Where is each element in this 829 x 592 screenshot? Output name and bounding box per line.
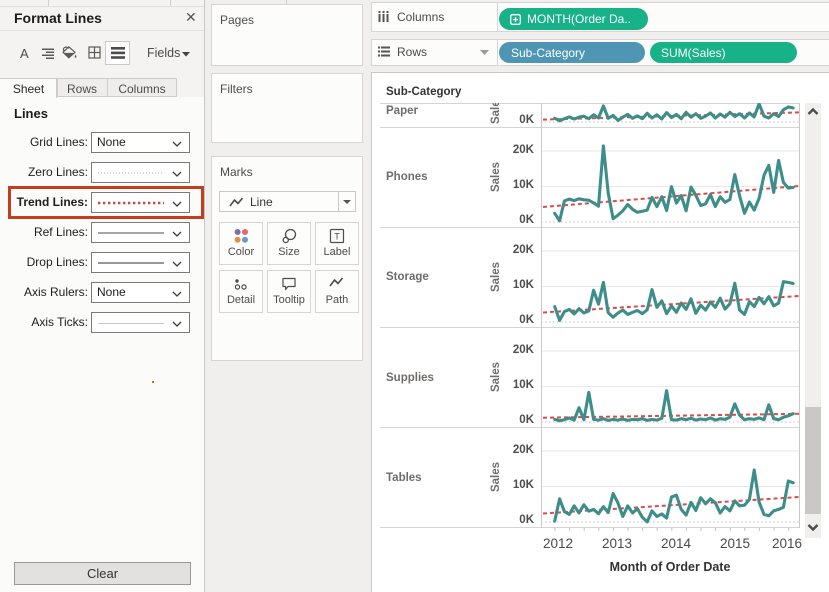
- svg-text:T: T: [334, 232, 340, 242]
